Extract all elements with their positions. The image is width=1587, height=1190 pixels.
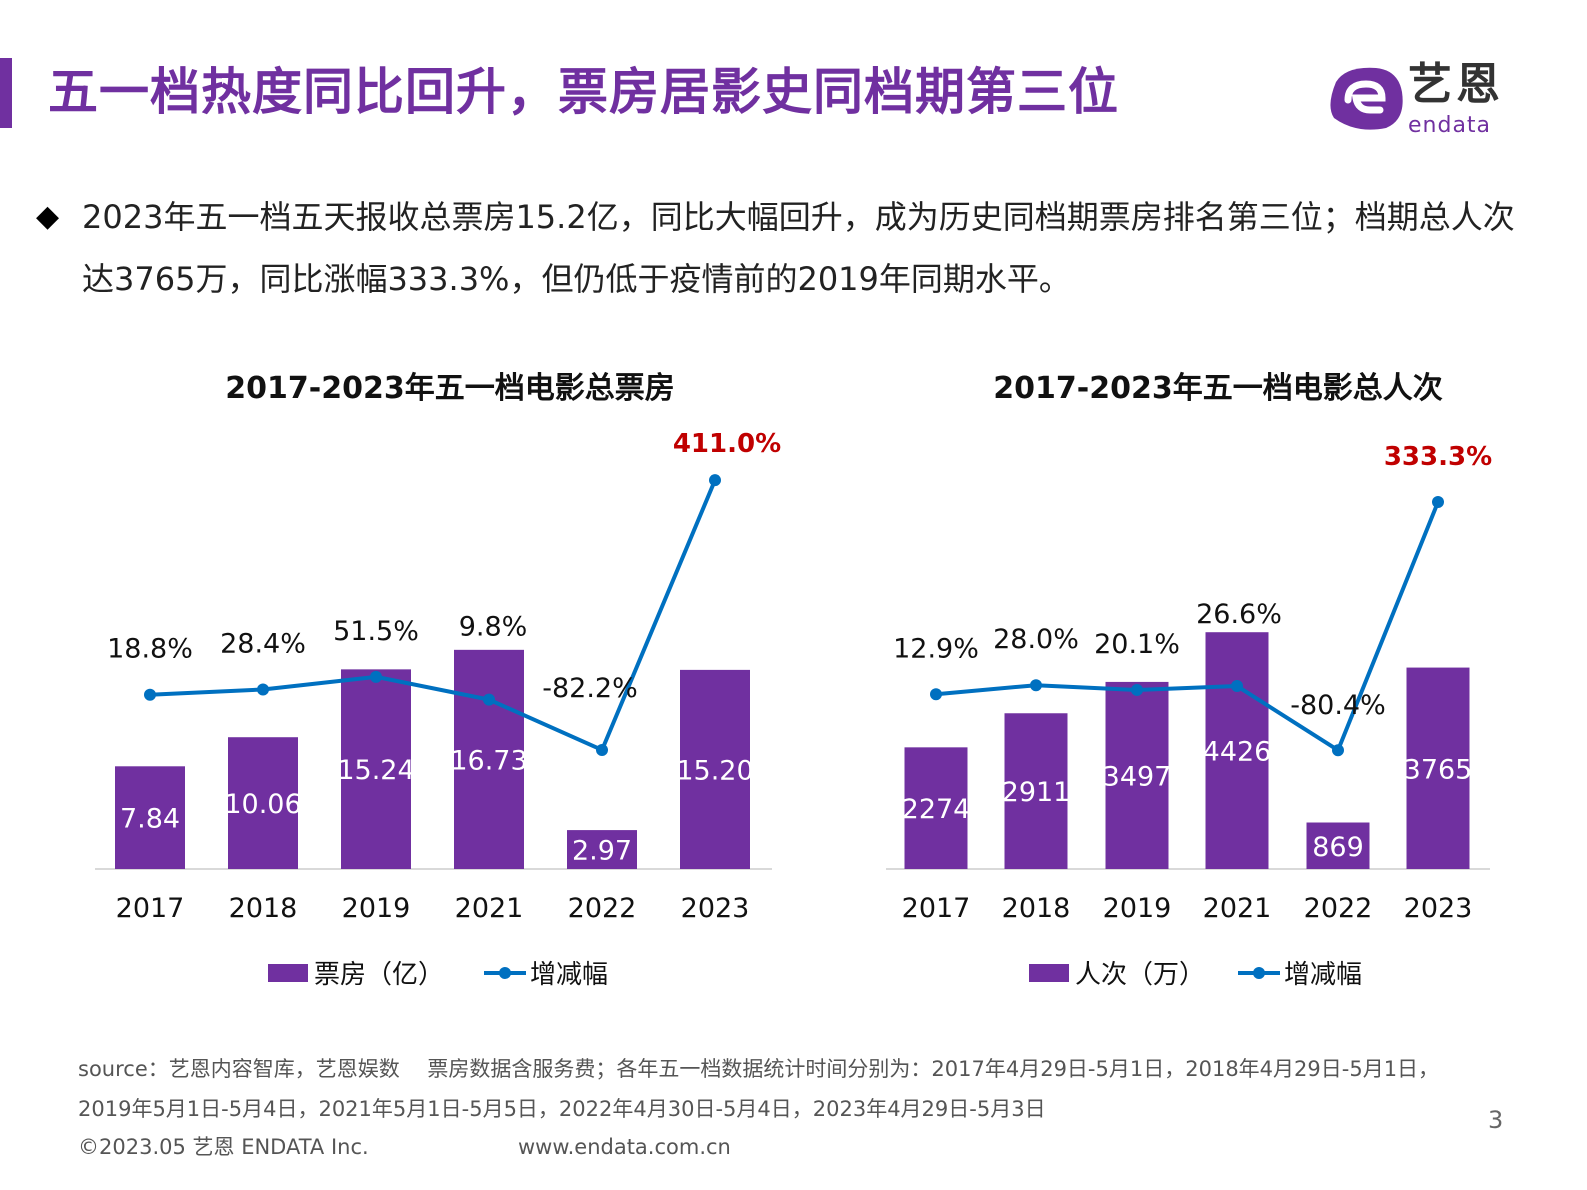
growth-value-label: 18.8% [107, 634, 193, 665]
bar [1306, 822, 1370, 869]
legend-line-marker [499, 967, 511, 979]
legend-bar-label: 人次（万） [1075, 960, 1205, 990]
x-tick-label: 2019 [1103, 893, 1172, 924]
legend-line-marker [1253, 967, 1265, 979]
bar [567, 830, 637, 869]
x-tick-label: 2019 [342, 893, 411, 924]
growth-value-label: 333.3% [1384, 442, 1492, 472]
growth-point [1332, 744, 1344, 757]
bar-value-label: 3497 [1103, 761, 1172, 792]
bar-value-label: 2911 [1002, 777, 1071, 808]
bar-value-label: 10.06 [224, 789, 301, 820]
growth-value-label: 12.9% [893, 633, 979, 664]
growth-value-label: 28.0% [993, 624, 1079, 655]
bar [1205, 632, 1269, 869]
source-note-line2: 2019年5月1日-5月4日，2021年5月1日-5月5日，2022年4月30日… [78, 1097, 1046, 1121]
page-title: 五一档热度同比回升，票房居影史同档期第三位 [48, 63, 1119, 121]
bar-value-label: 15.24 [337, 755, 414, 786]
copyright: ©2023.05 艺恩 ENDATA Inc. [78, 1135, 369, 1159]
growth-value-label: 9.8% [459, 612, 528, 643]
growth-point [1231, 680, 1243, 693]
x-tick-label: 2022 [568, 893, 637, 924]
logo-text-cn: 艺恩 [1408, 59, 1504, 110]
x-tick-label: 2017 [902, 893, 971, 924]
growth-point [709, 474, 721, 487]
bar [680, 669, 750, 869]
bar-value-label: 16.73 [450, 745, 527, 776]
growth-value-label: -80.4% [1290, 690, 1386, 721]
growth-point [1432, 496, 1444, 509]
legend-bar-label: 票房（亿） [314, 960, 444, 990]
page-number: 3 [1488, 1106, 1504, 1134]
website-link[interactable]: www.endata.com.cn [518, 1135, 731, 1159]
bar-value-label: 4426 [1203, 737, 1272, 768]
bar-value-label: 7.84 [120, 804, 180, 835]
growth-line [149, 479, 717, 752]
endata-logo: 艺恩 endata [1326, 62, 1526, 142]
bar-value-label: 15.20 [676, 755, 753, 786]
summary-text: 2023年五一档五天报收总票房15.2亿，同比大幅回升，成为历史同档期票房排名第… [82, 198, 1515, 298]
growth-value-label: 51.5% [333, 616, 419, 647]
legend-line-label: 增减幅 [530, 960, 608, 990]
x-tick-label: 2018 [1002, 893, 1071, 924]
legend-bar-swatch [268, 964, 308, 982]
source-note-line1: source：艺恩内容智库，艺恩娱数 票房数据含服务费；各年五一档数据统计时间分… [78, 1057, 1440, 1081]
legend-bar-swatch [1029, 964, 1069, 982]
bar-value-label: 2.97 [572, 836, 632, 867]
growth-point [1131, 683, 1143, 696]
bar [228, 737, 298, 869]
growth-point [257, 683, 269, 696]
chart-title: 2017-2023年五一档电影总人次 [993, 371, 1442, 406]
growth-point [370, 670, 382, 683]
bar-value-label: 2274 [902, 794, 971, 825]
bar [1105, 681, 1169, 869]
x-tick-label: 2021 [1203, 893, 1272, 924]
bar-value-label: 3765 [1404, 754, 1473, 785]
growth-point [144, 688, 156, 701]
endata-logo-icon [1330, 67, 1403, 130]
diamond-bullet-icon: ◆ [36, 199, 60, 234]
x-tick-label: 2023 [1404, 893, 1473, 924]
bar [1406, 667, 1470, 869]
bar [341, 669, 411, 869]
growth-point [596, 743, 608, 756]
chart-title: 2017-2023年五一档电影总票房 [225, 371, 674, 406]
growth-value-label: 28.4% [220, 628, 306, 659]
x-tick-label: 2022 [1304, 893, 1373, 924]
bar [454, 649, 524, 869]
bar [1004, 713, 1068, 869]
x-tick-label: 2017 [116, 893, 185, 924]
bar [904, 747, 968, 869]
growth-point [483, 693, 495, 706]
bar [115, 766, 185, 869]
bar-value-label: 869 [1312, 832, 1364, 863]
growth-value-label: 20.1% [1094, 629, 1180, 660]
x-tick-label: 2018 [229, 893, 298, 924]
growth-line [935, 501, 1440, 753]
growth-point [930, 688, 942, 701]
x-tick-label: 2021 [455, 893, 524, 924]
logo-text-en: endata [1408, 113, 1492, 138]
title-accent-bar [0, 58, 12, 128]
growth-value-label: -82.2% [542, 673, 638, 704]
growth-value-label: 26.6% [1196, 599, 1282, 630]
growth-value-label: 411.0% [673, 429, 781, 459]
legend-line-label: 增减幅 [1284, 960, 1362, 990]
growth-point [1030, 679, 1042, 692]
x-tick-label: 2023 [681, 893, 750, 924]
